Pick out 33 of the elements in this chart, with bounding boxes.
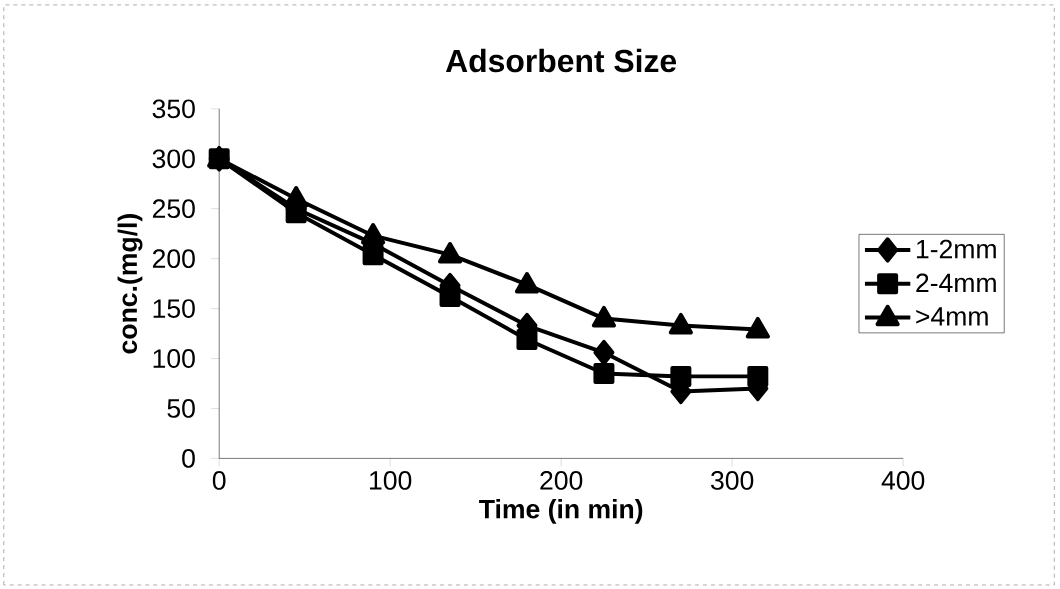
- point: [284, 186, 309, 208]
- x-tick-label: 100: [370, 471, 412, 490]
- point: [362, 244, 384, 266]
- legend-label: >4mm: [916, 307, 988, 326]
- point: [361, 223, 386, 245]
- point: [593, 340, 615, 366]
- y-tick-label: 300: [152, 149, 195, 169]
- x-tick-label: 400: [881, 471, 925, 490]
- point: [514, 272, 540, 294]
- point: [747, 366, 769, 388]
- point: [593, 363, 615, 385]
- point: [516, 329, 538, 351]
- point: [439, 286, 461, 308]
- x-tick-label: 200: [540, 471, 583, 490]
- x-axis-title: Time (in min): [479, 499, 643, 524]
- x-tick-label: 0: [212, 471, 226, 490]
- legend-label: 2-4mm: [916, 273, 996, 293]
- point: [591, 306, 617, 328]
- y-axis-title: conc.(mg/l): [117, 214, 143, 354]
- y-tick-label: 250: [152, 199, 195, 219]
- x-tick-label: 300: [711, 471, 754, 490]
- y-tick-label: 150: [153, 299, 195, 319]
- point: [745, 317, 770, 339]
- point: [668, 313, 693, 335]
- y-tick-label: 50: [167, 399, 195, 418]
- legend-label: 1-2mm: [916, 239, 996, 259]
- y-tick-label: 0: [182, 449, 195, 468]
- point: [670, 366, 692, 388]
- y-tick-label: 100: [153, 349, 195, 369]
- point: [437, 242, 463, 264]
- y-tick-label: 350: [152, 99, 195, 119]
- chart-title: Adsorbent Size: [445, 48, 677, 73]
- y-tick-label: 200: [152, 249, 195, 269]
